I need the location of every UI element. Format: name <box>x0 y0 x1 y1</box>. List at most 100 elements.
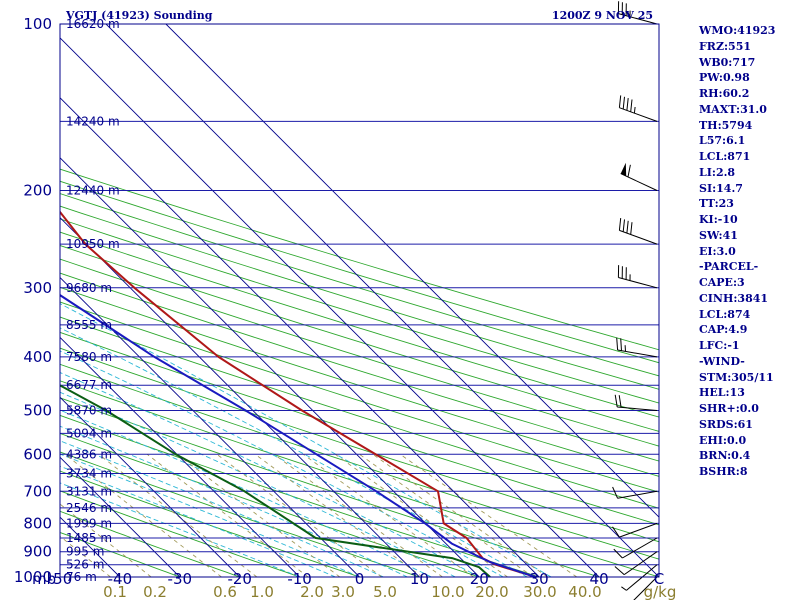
mixing-ratio-label: 3.0 <box>331 583 355 600</box>
indices-panel: WMO:41923 FRZ:551 WB0:717 PW:0.98 RH:60.2 MAX… <box>699 23 775 480</box>
index-item: SRDS:61 <box>699 417 753 431</box>
temperature-tick-label: -50 <box>48 570 73 588</box>
mixing-ratio-line <box>335 453 508 577</box>
isotherm <box>60 216 420 577</box>
plot-frame <box>59 23 660 578</box>
isotherm <box>165 24 659 518</box>
wind-barb <box>633 576 658 600</box>
mixing-ratio-label: 2.0 <box>300 583 324 600</box>
temperature-tick-label: -40 <box>108 570 133 588</box>
pressure-tick-label: 200 <box>23 182 52 200</box>
wind-barb <box>614 551 658 576</box>
mixing-ratio-line <box>64 453 222 577</box>
mixing-ratio-label: 5.0 <box>373 583 397 600</box>
moist-adiabat <box>60 482 300 577</box>
pressure-tick-label: 1000 <box>14 568 52 586</box>
index-item: LCL:874 <box>699 307 751 321</box>
index-item: WMO:41923 <box>699 24 776 37</box>
index-item: L57:6.1 <box>699 134 746 148</box>
isotherm <box>60 37 600 577</box>
pressure-tick-label: 500 <box>23 402 52 420</box>
moist-adiabat <box>60 372 480 577</box>
index-item: KI:-10 <box>699 213 738 226</box>
temperature-tick-label: -20 <box>227 570 252 588</box>
index-item: WB0:717 <box>699 55 756 69</box>
wind-barb <box>621 564 658 591</box>
height-label: 4386 m <box>66 447 112 461</box>
temperature-tick-label: 0 <box>355 570 365 588</box>
isotherm <box>60 97 540 577</box>
dry-adiabat <box>60 347 659 543</box>
index-item: SHR+:0.0 <box>699 402 759 415</box>
isotherm <box>60 157 480 577</box>
height-label: 1485 m <box>66 531 112 545</box>
wind-barb <box>614 394 658 411</box>
moist-adiabat <box>60 409 432 577</box>
index-item: CAPE:3 <box>699 276 745 289</box>
index-item: STM:305/11 <box>699 370 774 384</box>
mixing-ratio-label: 40.0 <box>568 583 601 600</box>
isotherm <box>60 456 181 577</box>
wind-barb <box>618 218 658 245</box>
dry-adiabat <box>60 470 360 577</box>
parcel-path <box>60 293 536 577</box>
index-item: MAXT:31.0 <box>699 102 767 116</box>
pressure-tick-label: 900 <box>23 543 52 561</box>
wind-barb <box>613 537 658 559</box>
mixing-ratio-line <box>359 453 534 577</box>
wind-barbs <box>612 1 658 600</box>
pressure-tick-label: 700 <box>23 482 52 500</box>
dry-adiabat <box>60 193 659 377</box>
index-item: EI:3.0 <box>699 244 736 258</box>
dewpoint-profile <box>60 384 491 577</box>
height-label: 5870 m <box>66 404 112 418</box>
height-label: 9680 m <box>66 281 112 295</box>
moist-adiabat <box>60 465 336 577</box>
height-label: 6677 m <box>66 378 112 392</box>
temperature-tick-label: 10 <box>410 570 429 588</box>
wind-barb <box>616 337 658 358</box>
station-title: VGTJ (41923) Sounding <box>65 9 213 22</box>
pressure-tick-label: 100 <box>23 15 52 33</box>
mixing-ratio-line <box>146 453 309 577</box>
height-label: 7580 m <box>66 350 112 364</box>
mixing-ratio-line <box>60 503 152 577</box>
mixing-ratio-line <box>60 535 111 577</box>
mixing-ratio-label: 0.6 <box>213 583 237 600</box>
mixing-ratio-line <box>98 453 258 577</box>
index-item: CINH:3841 <box>699 291 769 305</box>
height-label: 5094 m <box>66 426 112 440</box>
height-label: 8555 m <box>66 318 112 332</box>
pressure-unit-label: mb <box>32 570 56 588</box>
mixing-ratio-label: 10.0 <box>431 583 464 600</box>
index-item: BSHR:8 <box>699 465 748 478</box>
temperature-tick-label: 40 <box>590 570 609 588</box>
height-label: 1999 m <box>66 516 112 530</box>
wind-barb <box>620 162 658 191</box>
height-label: 3131 m <box>66 484 112 498</box>
temperature-tick-label: -10 <box>287 570 312 588</box>
mixing-ratio-label: 0.2 <box>143 583 167 600</box>
index-item: BRN:0.4 <box>699 449 751 463</box>
isotherm <box>60 396 241 577</box>
index-item: TH:5794 <box>699 118 753 132</box>
wind-barb <box>617 1 658 25</box>
height-label: 14240 m <box>66 114 120 128</box>
index-item: CAP:4.9 <box>699 323 748 337</box>
mixing-ratio-line <box>399 453 578 577</box>
moist-adiabat <box>60 350 504 577</box>
index-item: FRZ:551 <box>699 39 752 53</box>
mixing-ratio-unit: g/kg <box>644 583 677 600</box>
height-label: 10950 m <box>66 237 120 251</box>
index-item: -WIND- <box>699 354 745 368</box>
mixing-ratio-label: 0.1 <box>103 583 127 600</box>
isotherm <box>60 276 360 577</box>
temperature-tick-label: C <box>654 570 664 588</box>
height-label: 526 m <box>66 558 104 572</box>
index-item: RH:60.2 <box>699 87 750 100</box>
isotherm <box>60 336 300 577</box>
height-label: 12440 m <box>66 184 120 198</box>
height-label: 2546 m <box>66 501 112 515</box>
